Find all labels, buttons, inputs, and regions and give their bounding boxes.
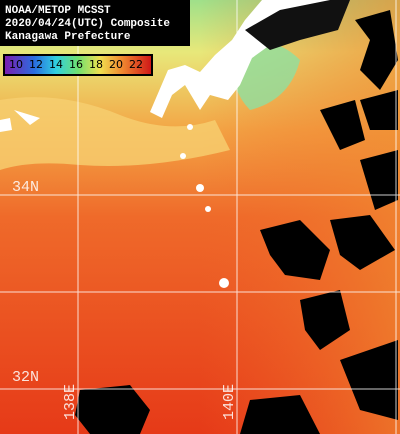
land-dark <box>245 0 350 50</box>
header-line: Kanagawa Prefecture <box>5 31 131 43</box>
colorbar-label: 18 <box>89 58 103 71</box>
lon-label: 138E <box>62 384 79 420</box>
clouds <box>75 10 398 434</box>
colorbar-labels: 10 12 14 16 18 20 22 <box>9 58 143 71</box>
land-west <box>0 110 40 132</box>
header-line: 2020/04/24(UTC) Composite <box>5 18 170 30</box>
lon-label: 140E <box>221 384 238 420</box>
colorbar-label: 20 <box>109 58 123 71</box>
lat-label: 32N <box>12 369 39 386</box>
islands <box>180 124 229 288</box>
colorbar-label: 14 <box>49 58 63 71</box>
header-line: NOAA/METOP MCSST <box>5 5 111 17</box>
header-box <box>0 0 190 46</box>
warm-band <box>0 97 230 170</box>
lat-label: 34N <box>12 179 39 196</box>
colorbar-label: 12 <box>29 58 43 71</box>
colorbar-label: 16 <box>69 58 83 71</box>
colorbar-label: 22 <box>129 58 143 71</box>
colorbar-label: 10 <box>9 58 23 71</box>
colorbar <box>5 56 151 74</box>
